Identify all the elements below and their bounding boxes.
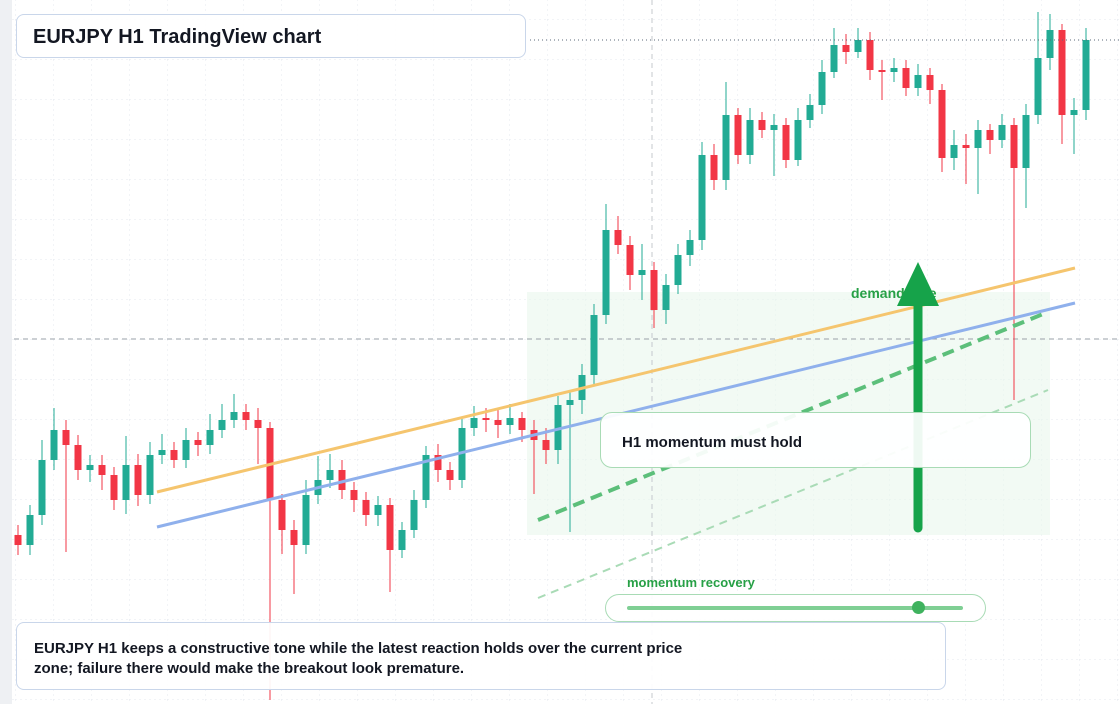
candle-body — [446, 470, 454, 480]
candle-body — [650, 270, 658, 310]
candle-body — [434, 455, 442, 470]
candle-body — [398, 530, 406, 550]
title-box: EURJPY H1 TradingView chart — [16, 14, 526, 58]
candle-body — [86, 465, 94, 470]
candle-body — [986, 130, 994, 140]
candle-body — [170, 450, 178, 460]
candle-body — [866, 40, 874, 70]
candle-body — [758, 120, 766, 130]
candle-body — [1070, 110, 1078, 115]
candle-body — [806, 105, 814, 120]
candle-body — [542, 440, 550, 450]
candle-body — [254, 420, 262, 428]
title: EURJPY H1 TradingView chart — [33, 26, 322, 48]
candle-body — [482, 418, 490, 420]
candle-body — [422, 455, 430, 500]
candle-body — [974, 130, 982, 148]
candle-body — [938, 90, 946, 158]
candle-body — [686, 240, 694, 255]
candle-body — [38, 460, 46, 515]
candle-body — [878, 70, 886, 72]
candle-body — [278, 500, 286, 530]
candle-body — [854, 40, 862, 52]
candle-body — [470, 418, 478, 428]
candle-body — [206, 430, 214, 445]
candle-body — [842, 45, 850, 52]
callout-text: H1 momentum must hold — [622, 434, 803, 451]
candle-body — [14, 535, 22, 545]
candle-body — [590, 315, 598, 375]
candle-body — [242, 412, 250, 420]
candle-body — [830, 45, 838, 72]
candle-body — [950, 145, 958, 158]
candle-body — [1058, 30, 1066, 115]
candle-body — [962, 145, 970, 148]
candle-body — [566, 400, 574, 405]
candle-body — [374, 505, 382, 515]
left-strip — [0, 0, 12, 704]
candle-body — [614, 230, 622, 245]
candle-body — [302, 495, 310, 545]
slider-track — [627, 606, 963, 610]
candle-body — [50, 430, 58, 460]
candle-body — [290, 530, 298, 545]
candle-body — [218, 420, 226, 430]
candle-body — [554, 405, 562, 450]
candle-body — [1034, 58, 1042, 115]
slider-label: momentum recovery — [627, 575, 755, 590]
candle-body — [326, 470, 334, 480]
candle-body — [902, 68, 910, 88]
callout: H1 momentum must hold — [600, 412, 1031, 468]
candle-body — [494, 420, 502, 425]
candle-body — [506, 418, 514, 425]
candle-body — [158, 450, 166, 455]
candle-body — [1046, 30, 1054, 58]
candle-body — [698, 155, 706, 240]
candle-body — [770, 125, 778, 130]
candle-body — [914, 75, 922, 88]
candle-body — [338, 470, 346, 490]
candle-body — [794, 120, 802, 160]
candle-body — [386, 505, 394, 550]
candle-body — [662, 285, 670, 310]
caption-box: EURJPY H1 keeps a constructive tone whil… — [16, 622, 946, 690]
candle-body — [746, 120, 754, 155]
candle-body — [818, 72, 826, 105]
candle-body — [110, 475, 118, 500]
candle-body — [134, 465, 142, 495]
candle-body — [626, 245, 634, 275]
dashed-line — [537, 389, 1049, 599]
caption: EURJPY H1 keeps a constructive tone whil… — [34, 640, 683, 677]
candle-body — [722, 115, 730, 180]
candle-body — [926, 75, 934, 90]
candle-body — [230, 412, 238, 420]
candle-body — [74, 445, 82, 470]
candle-body — [62, 430, 70, 445]
candle-body — [350, 490, 358, 500]
candle-body — [410, 500, 418, 530]
candle-body — [146, 455, 154, 495]
candle-body — [1082, 40, 1090, 110]
slider-knob[interactable] — [912, 601, 925, 614]
arrow-head — [897, 262, 939, 306]
candle-body — [782, 125, 790, 160]
candle-body — [122, 465, 130, 500]
candle-body — [194, 440, 202, 445]
candle-body — [890, 68, 898, 72]
candle-body — [710, 155, 718, 180]
candle-body — [26, 515, 34, 545]
candle-body — [1010, 125, 1018, 168]
candle-body — [998, 125, 1006, 140]
candle-body — [362, 500, 370, 515]
candle-body — [734, 115, 742, 155]
slider[interactable] — [605, 594, 986, 622]
candle-body — [518, 418, 526, 430]
candle-body — [98, 465, 106, 475]
candle-body — [674, 255, 682, 285]
candle-body — [638, 270, 646, 275]
candle-body — [182, 440, 190, 460]
candle-body — [1022, 115, 1030, 168]
candle-body — [602, 230, 610, 315]
